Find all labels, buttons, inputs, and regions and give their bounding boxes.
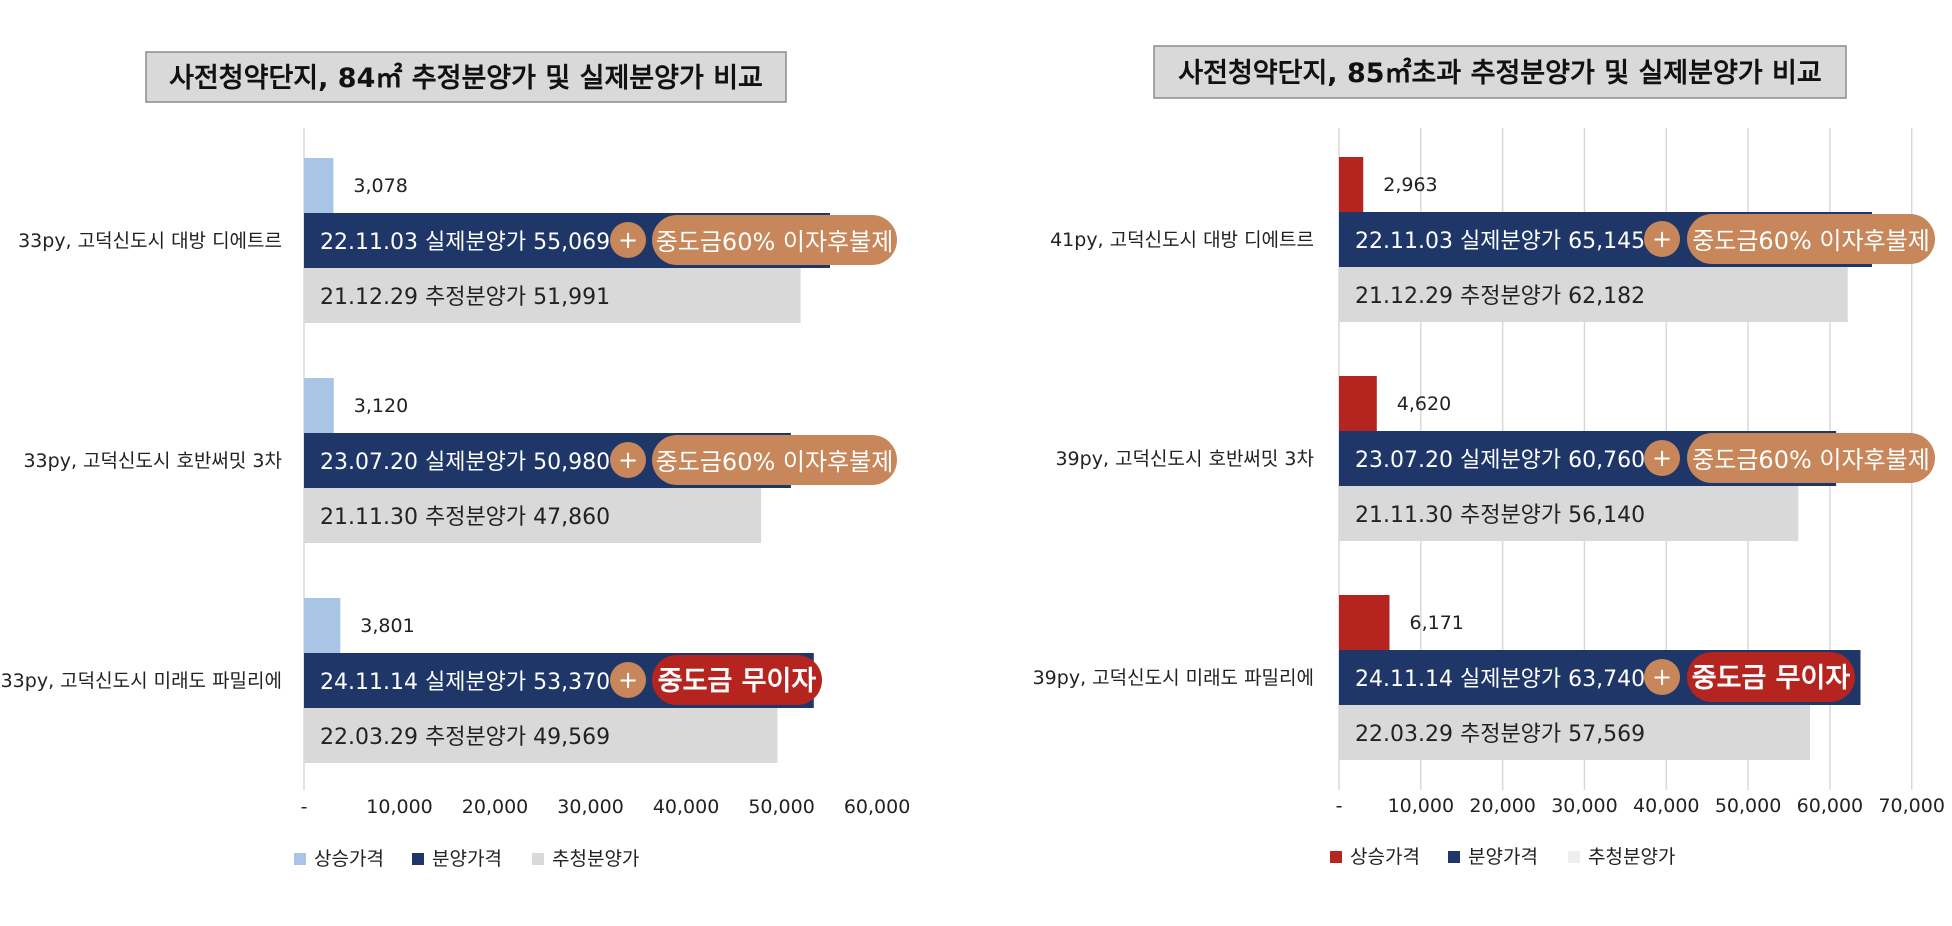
estimated-price-label: 21.12.29 추정분양가 51,991 xyxy=(320,285,610,310)
plus-badge xyxy=(610,442,646,478)
x-tick-label: 40,000 xyxy=(1633,795,1699,817)
actual-price-label: 22.11.03 실제분양가 65,145 xyxy=(1355,229,1645,254)
actual-price-label: 24.11.14 실제분양가 53,370 xyxy=(320,670,610,695)
legend-label: 분양가격 xyxy=(1468,846,1538,868)
callout-pill xyxy=(652,655,822,705)
plus-badge xyxy=(1644,659,1680,695)
x-tick-label: 60,000 xyxy=(844,796,910,818)
legend-swatch xyxy=(1330,851,1342,863)
x-tick-label: 30,000 xyxy=(1551,795,1617,817)
plus-badge xyxy=(1644,440,1680,476)
estimated-price-bar xyxy=(304,708,778,763)
category-label: 39py, 고덕신도시 호반써밋 3차 xyxy=(1055,448,1314,470)
x-tick-label: - xyxy=(301,796,308,818)
rise-price-label: 2,963 xyxy=(1383,174,1437,196)
estimated-price-bar xyxy=(304,488,762,543)
estimated-price-label: 21.12.29 추정분양가 62,182 xyxy=(1355,284,1645,309)
plus-badge xyxy=(610,662,646,698)
x-tick-label: - xyxy=(1336,795,1343,817)
rise-price-label: 6,171 xyxy=(1409,612,1463,634)
plus-sign: + xyxy=(618,666,638,694)
callout-pill xyxy=(1687,433,1935,483)
legend-label: 분양가격 xyxy=(432,848,502,870)
callout-text: 중도금 무이자 xyxy=(658,666,817,697)
callout-pill xyxy=(1687,652,1855,702)
callout-text: 중도금60% 이자후불제 xyxy=(1692,227,1930,255)
chart-84sqm: 사전청약단지, 84㎡ 추정분양가 및 실제분양가 비교 3,078 22.11.0… xyxy=(1,51,910,870)
chart-title: 사전청약단지, 84㎡ 추정분양가 및 실제분양가 비교 xyxy=(169,62,763,94)
x-tick-label: 50,000 xyxy=(1715,795,1781,817)
callout-pill xyxy=(652,435,897,485)
x-tick-label: 10,000 xyxy=(1388,795,1454,817)
chart-title-box xyxy=(145,51,787,103)
callout-text: 중도금60% 이자후불제 xyxy=(656,228,894,256)
legend-label: 상승가격 xyxy=(314,848,384,870)
rise-price-label: 3,801 xyxy=(360,615,414,637)
plus-sign: + xyxy=(618,226,638,254)
category-label: 33py, 고덕신도시 미래도 파밀리에 xyxy=(1,670,282,692)
legend-swatch xyxy=(1568,851,1580,863)
category-label: 41py, 고덕신도시 대방 디에트르 xyxy=(1050,229,1314,251)
x-tick-label: 40,000 xyxy=(653,796,719,818)
callout-pill xyxy=(652,215,897,265)
rise-price-bar xyxy=(1339,376,1377,431)
x-tick-label: 60,000 xyxy=(1797,795,1863,817)
estimated-price-bar xyxy=(1339,486,1799,541)
legend-label: 상승가격 xyxy=(1350,846,1420,868)
callout-text: 중도금60% 이자후불제 xyxy=(1692,446,1930,474)
plus-sign: + xyxy=(618,446,638,474)
callout-text: 중도금60% 이자후불제 xyxy=(656,448,894,476)
legend-label: 추청분양가 xyxy=(552,848,639,870)
estimated-price-label: 22.03.29 추정분양가 57,569 xyxy=(1355,722,1645,747)
estimated-price-label: 22.03.29 추정분양가 49,569 xyxy=(320,725,610,750)
legend-swatch xyxy=(532,853,544,865)
rise-price-bar xyxy=(304,598,341,653)
estimated-price-bar xyxy=(1339,705,1811,760)
plus-sign: + xyxy=(1652,444,1672,472)
rise-price-bar xyxy=(304,378,334,433)
category-label: 39py, 고덕신도시 미래도 파밀리에 xyxy=(1033,667,1314,689)
category-label: 33py, 고덕신도시 대방 디에트르 xyxy=(18,230,282,252)
estimated-price-label: 21.11.30 추정분양가 47,860 xyxy=(320,505,610,530)
actual-price-label: 23.07.20 실제분양가 50,980 xyxy=(320,450,610,475)
estimated-price-label: 21.11.30 추정분양가 56,140 xyxy=(1355,503,1645,528)
legend-label: 추청분양가 xyxy=(1588,846,1675,868)
chart-85sqm-over: 사전청약단지, 85㎡초과 추정분양가 및 실제분양가 비교 2,963 22.11… xyxy=(1033,45,1945,868)
chart-title: 사전청약단지, 85㎡초과 추정분양가 및 실제분양가 비교 xyxy=(1178,57,1821,89)
rise-price-label: 3,078 xyxy=(353,175,407,197)
rise-price-bar xyxy=(1339,595,1390,650)
estimated-price-bar xyxy=(1339,267,1848,322)
callout-pill xyxy=(1687,214,1935,264)
plus-badge xyxy=(610,222,646,258)
actual-price-label: 24.11.14 실제분양가 63,740 xyxy=(1355,667,1645,692)
rise-price-label: 3,120 xyxy=(354,395,408,417)
legend-swatch xyxy=(1448,851,1460,863)
x-tick-label: 50,000 xyxy=(748,796,814,818)
legend-swatch xyxy=(294,853,306,865)
x-tick-label: 20,000 xyxy=(1469,795,1535,817)
legend-swatch xyxy=(412,853,424,865)
actual-price-label: 22.11.03 실제분양가 55,069 xyxy=(320,230,610,255)
x-tick-label: 10,000 xyxy=(366,796,432,818)
plus-sign: + xyxy=(1652,663,1672,691)
x-tick-label: 70,000 xyxy=(1878,795,1944,817)
x-tick-label: 30,000 xyxy=(557,796,623,818)
rise-price-bar xyxy=(304,158,334,213)
chart-title-box xyxy=(1153,45,1847,99)
estimated-price-bar xyxy=(304,268,801,323)
category-label: 33py, 고덕신도시 호반써밋 3차 xyxy=(23,450,282,472)
plus-sign: + xyxy=(1652,225,1672,253)
rise-price-bar xyxy=(1339,157,1364,212)
actual-price-label: 23.07.20 실제분양가 60,760 xyxy=(1355,448,1645,473)
callout-text: 중도금 무이자 xyxy=(1692,663,1851,694)
x-tick-label: 20,000 xyxy=(462,796,528,818)
plus-badge xyxy=(1644,221,1680,257)
rise-price-label: 4,620 xyxy=(1397,393,1451,415)
